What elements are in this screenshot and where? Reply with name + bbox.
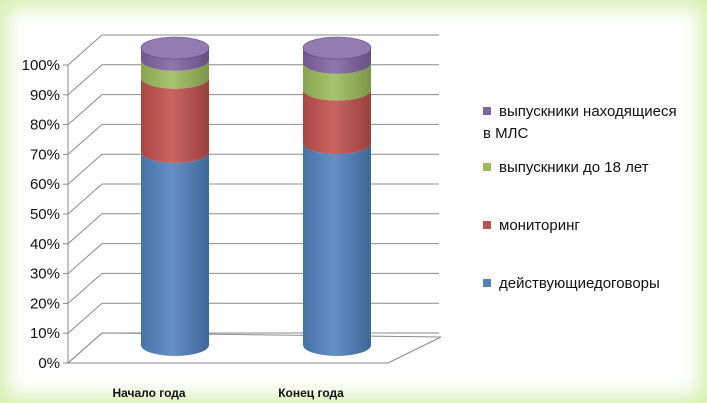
bar-group-1 (302, 36, 372, 356)
y-tick-label: 90% (30, 87, 60, 104)
x-category-label: Конец года (278, 386, 344, 400)
gridline-diagonal (67, 153, 103, 185)
chart-grid (66, 34, 442, 364)
legend-swatch (483, 221, 491, 229)
legend-label: мониторинг (499, 217, 580, 234)
legend-label: действующиедоговоры (499, 275, 660, 292)
legend-swatch (483, 107, 491, 115)
gridline-diagonal (67, 64, 103, 96)
bar-segment (303, 48, 371, 74)
gridline-diagonal (67, 243, 103, 274)
legend-item: мониторинг (483, 217, 580, 234)
legend-label: выпускники до 18 лет (499, 159, 649, 176)
legend-swatch (483, 279, 491, 287)
y-tick-label: 0% (38, 355, 60, 372)
y-tick-label: 20% (30, 295, 60, 312)
y-tick-label: 60% (30, 176, 60, 193)
legend-swatch (483, 163, 491, 171)
bar-segment (141, 48, 209, 71)
bar-segment (141, 59, 209, 89)
y-tick-label: 50% (30, 206, 60, 223)
x-category-label: Начало года (112, 386, 185, 400)
gridline-diagonal (67, 124, 103, 155)
bar-segment (141, 77, 209, 163)
y-tick-label: 100% (22, 57, 60, 74)
bar-top-cap (140, 36, 210, 60)
legend-label: выпускники находящиеся в МЛС (483, 103, 677, 142)
gridline-diagonal (67, 94, 103, 125)
gridline-diagonal (67, 302, 103, 334)
bar-group-0 (140, 36, 210, 356)
y-tick-label: 70% (30, 146, 60, 163)
gridline-diagonal (67, 213, 103, 245)
chart-floor (66, 332, 442, 364)
y-tick-label: 80% (30, 117, 60, 134)
bar-segment (303, 89, 371, 155)
bar-segment (303, 143, 371, 356)
bar-top-cap (302, 36, 372, 60)
y-tick-label: 10% (30, 325, 60, 342)
legend-item: выпускники до 18 лет (483, 159, 649, 176)
legend-item: выпускники находящиеся в МЛС (483, 103, 677, 142)
legend-item: действующиедоговоры (483, 275, 660, 292)
y-tick-label: 40% (30, 236, 60, 253)
y-tick-label: 30% (30, 266, 60, 283)
gridline-diagonal (67, 273, 103, 304)
bar-segment (141, 151, 209, 356)
gridline-diagonal (67, 183, 103, 215)
gridline-diagonal (67, 34, 103, 66)
bar-segment (303, 62, 371, 101)
